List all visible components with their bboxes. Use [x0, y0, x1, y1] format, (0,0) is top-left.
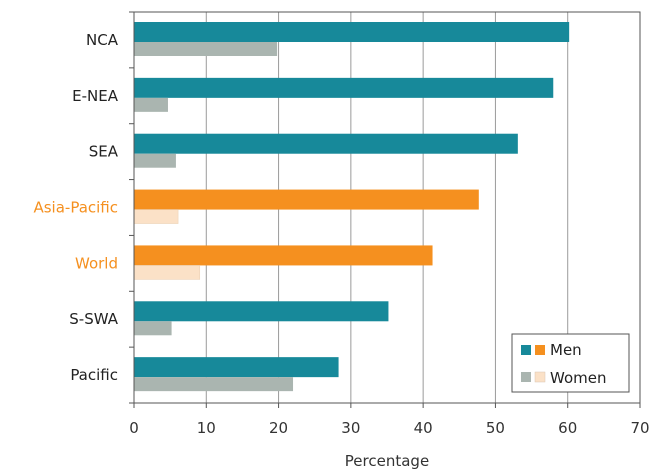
bar-women-world: [133, 265, 201, 280]
bar-men-nca: [134, 22, 570, 42]
legend: Men Women: [511, 333, 630, 393]
legend-swatch-men-regular: [521, 345, 531, 355]
bar-women-nca: [134, 42, 278, 56]
category-labels: NCA E-NEA SEA Asia-Pacific World S-SWA Pacific: [33, 31, 118, 384]
x-tick-label-0: 0: [129, 419, 139, 437]
bar-women-pacific: [134, 377, 294, 392]
category-label-nca: NCA: [86, 31, 119, 49]
x-tick-label-70: 70: [630, 419, 649, 437]
bars: [133, 22, 570, 392]
legend-swatch-men-highlight: [535, 345, 545, 355]
x-tick-label-30: 30: [341, 419, 360, 437]
plot-frame: [133, 11, 641, 404]
x-tick-label-10: 10: [197, 419, 216, 437]
x-tick-labels: 0 10 20 30 40 50 60 70: [129, 419, 649, 437]
x-tick-label-60: 60: [558, 419, 577, 437]
category-label-asia-pacific: Asia-Pacific: [33, 199, 118, 217]
category-label-world: World: [75, 254, 118, 272]
x-axis-title: Percentage: [345, 452, 429, 470]
legend-label-women: Women: [550, 369, 606, 387]
bar-men-asia-pacific: [134, 189, 479, 210]
legend-label-men: Men: [550, 341, 582, 359]
category-label-sea: SEA: [89, 143, 119, 161]
legend-swatch-women-regular: [521, 372, 531, 382]
category-label-s-swa: S-SWA: [69, 310, 118, 328]
bar-men-s-swa: [134, 301, 389, 322]
category-label-e-nea: E-NEA: [72, 87, 119, 105]
bar-men-world: [134, 245, 433, 266]
x-tick-label-50: 50: [486, 419, 505, 437]
legend-swatch-women-highlight: [534, 371, 546, 383]
bar-women-asia-pacific: [133, 209, 179, 224]
legend-box: [511, 333, 630, 393]
bar-women-s-swa: [134, 321, 172, 336]
x-tick-label-20: 20: [269, 419, 288, 437]
bar-women-e-nea: [134, 97, 168, 112]
bar-men-sea: [134, 133, 518, 154]
axes: [129, 11, 641, 408]
x-tick-label-40: 40: [414, 419, 433, 437]
category-label-pacific: Pacific: [70, 366, 118, 384]
bar-men-e-nea: [134, 77, 554, 98]
bar-men-pacific: [134, 357, 339, 378]
bar-women-sea: [134, 153, 176, 168]
